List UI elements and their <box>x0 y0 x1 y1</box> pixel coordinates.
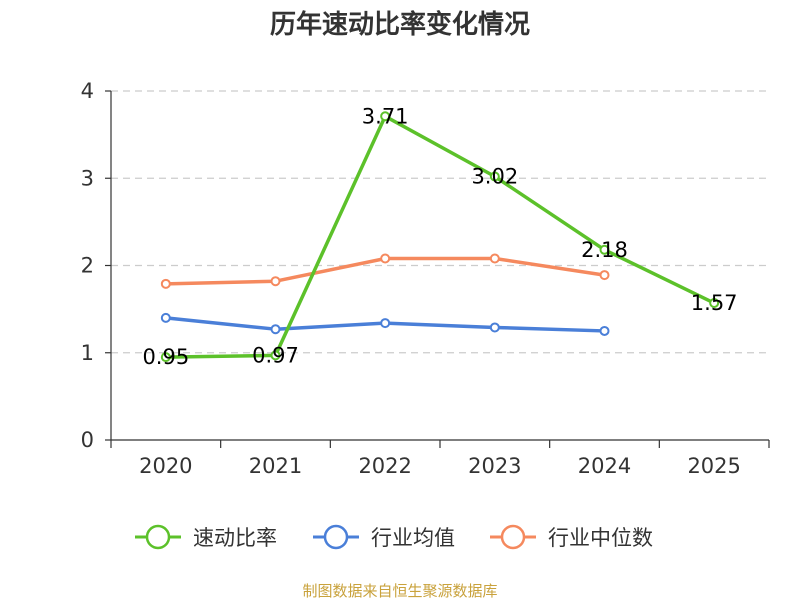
source-note: 制图数据来自恒生聚源数据库 <box>302 582 497 600</box>
x-tick-label: 2024 <box>578 454 631 478</box>
data-label: 3.02 <box>471 165 518 189</box>
legend-label: 速动比率 <box>193 526 277 550</box>
data-point <box>380 111 391 122</box>
axes: 0 1 2 3 4 2020 2021 2022 2023 2024 2025 <box>81 79 770 478</box>
data-point <box>160 312 171 323</box>
data-point <box>599 325 610 336</box>
legend[interactable]: 速动比率 行业均值 行业中位数 <box>135 524 653 550</box>
x-tick-label: 2020 <box>139 454 192 478</box>
grid <box>111 90 769 354</box>
y-tick-label: 4 <box>81 79 94 103</box>
legend-item-2[interactable]: 行业中位数 <box>490 524 653 550</box>
legend-marker <box>500 524 526 550</box>
data-point <box>270 350 281 361</box>
x-tick-label: 2022 <box>358 454 411 478</box>
legend-item-1[interactable]: 行业均值 <box>313 524 455 550</box>
y-tick-label: 0 <box>81 428 94 452</box>
data-point <box>160 278 171 289</box>
data-label: 0.97 <box>252 343 299 367</box>
legend-marker <box>145 524 171 550</box>
data-point <box>489 171 500 182</box>
data-point <box>489 253 500 264</box>
y-tick-label: 2 <box>81 254 94 278</box>
data-point <box>270 324 281 335</box>
legend-item-0[interactable]: 速动比率 <box>135 524 277 550</box>
data-label: 0.95 <box>142 345 189 369</box>
data-point <box>270 276 281 287</box>
data-label: 3.71 <box>362 104 409 128</box>
data-label: 2.18 <box>581 238 628 262</box>
data-point <box>489 322 500 333</box>
data-point <box>380 318 391 329</box>
chart-title: 历年速动比率变化情况 <box>270 9 530 40</box>
data-labels: 0.95 0.97 3.71 3.02 2.18 1.57 <box>142 104 737 369</box>
data-point <box>380 253 391 264</box>
x-tick-label: 2023 <box>468 454 521 478</box>
legend-marker <box>323 524 349 550</box>
x-tick-label: 2021 <box>249 454 302 478</box>
x-tick-label: 2025 <box>687 454 740 478</box>
y-tick-label: 3 <box>81 166 94 190</box>
y-tick-label: 1 <box>81 341 94 365</box>
data-point <box>599 244 610 255</box>
data-label: 1.57 <box>691 291 738 315</box>
data-point <box>160 352 171 363</box>
legend-label: 行业中位数 <box>548 526 653 550</box>
legend-label: 行业均值 <box>371 526 455 550</box>
data-point <box>599 270 610 281</box>
series-layer <box>160 111 720 363</box>
data-point <box>709 298 720 309</box>
series-line-0 <box>165 114 715 359</box>
